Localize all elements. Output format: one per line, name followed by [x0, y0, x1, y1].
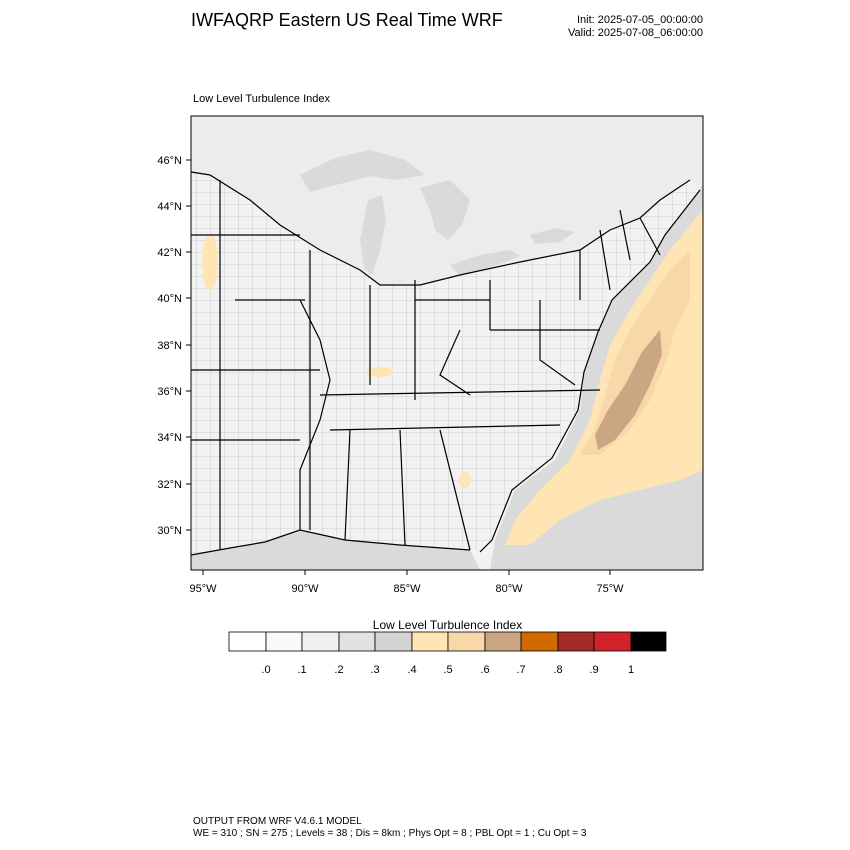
map-frame [190, 115, 704, 571]
colorbar-label-10: 1 [628, 664, 634, 676]
colorbar-label-5: .5 [443, 664, 452, 676]
turbulence-high-core [595, 330, 662, 450]
lon-label-80: 80°W [495, 583, 523, 595]
colorbar-title: Low Level Turbulence Index [372, 618, 523, 632]
lon-label-85: 85°W [393, 583, 421, 595]
colorbar [228, 631, 667, 652]
lake-ontario [530, 228, 575, 244]
lon-ticks [202, 570, 611, 575]
colorbar-label-1: .1 [297, 664, 306, 676]
colorbar-swatch-11 [630, 631, 667, 652]
lat-label-38: 38°N [157, 340, 182, 352]
colorbar-label-2: .2 [334, 664, 343, 676]
lake-huron [420, 180, 470, 240]
colorbar-swatch-9 [557, 631, 595, 652]
lon-label-90: 90°W [291, 583, 319, 595]
colorbar-label-0: .0 [261, 664, 270, 676]
colorbar-swatch-0 [228, 631, 267, 652]
panel-title: Low Level Turbulence Index [193, 93, 330, 105]
lat-label-36: 36°N [157, 386, 182, 398]
colorbar-label-3: .3 [370, 664, 379, 676]
lat-label-44: 44°N [157, 201, 182, 213]
turbulence-southeast [459, 472, 471, 488]
lat-label-42: 42°N [157, 247, 182, 259]
run-times: Init: 2025-07-05_00:00:00 Valid: 2025-07… [520, 14, 703, 40]
colorbar-swatch-1 [265, 631, 303, 652]
valid-time: Valid: 2025-07-08_06:00:00 [568, 27, 703, 39]
colorbar-label-8: .8 [553, 664, 562, 676]
lake-erie [450, 250, 520, 276]
colorbar-swatch-6 [447, 631, 486, 652]
turbulence-medium-band [580, 250, 690, 455]
colorbar-swatch-2 [301, 631, 340, 652]
init-time: Init: 2025-07-05_00:00:00 [577, 14, 703, 26]
lat-ticks [186, 159, 191, 531]
turbulence-iowa [202, 234, 218, 290]
gulf-of-mexico [191, 530, 480, 570]
turbulence-coastal-band [505, 210, 703, 545]
footer-config: WE = 310 ; SN = 275 ; Levels = 38 ; Dis … [193, 828, 587, 839]
lon-label-75: 75°W [596, 583, 624, 595]
main-title: IWFAQRP Eastern US Real Time WRF [191, 10, 503, 30]
lat-label-40: 40°N [157, 293, 182, 305]
colorbar-swatch-3 [338, 631, 376, 652]
lat-label-34: 34°N [157, 432, 182, 444]
lat-label-46: 46°N [157, 155, 182, 167]
colorbar-swatch-10 [593, 631, 632, 652]
lake-superior [300, 150, 425, 192]
colorbar-label-6: .6 [480, 664, 489, 676]
lat-label-30: 30°N [157, 525, 182, 537]
colorbar-swatch-8 [520, 631, 559, 652]
turbulence-kentucky [366, 367, 394, 377]
colorbar-label-7: .7 [516, 664, 525, 676]
lat-label-32: 32°N [157, 479, 182, 491]
colorbar-swatch-4 [374, 631, 413, 652]
footer: OUTPUT FROM WRF V4.6.1 MODEL WE = 310 ; … [193, 816, 586, 840]
colorbar-label-9: .9 [589, 664, 598, 676]
colorbar-swatch-5 [411, 631, 449, 652]
state-boundaries [191, 171, 701, 556]
footer-model: OUTPUT FROM WRF V4.6.1 MODEL [193, 816, 362, 827]
lon-label-95: 95°W [189, 583, 217, 595]
colorbar-swatch-7 [484, 631, 522, 652]
colorbar-label-4: .4 [407, 664, 416, 676]
lake-michigan [360, 195, 386, 275]
